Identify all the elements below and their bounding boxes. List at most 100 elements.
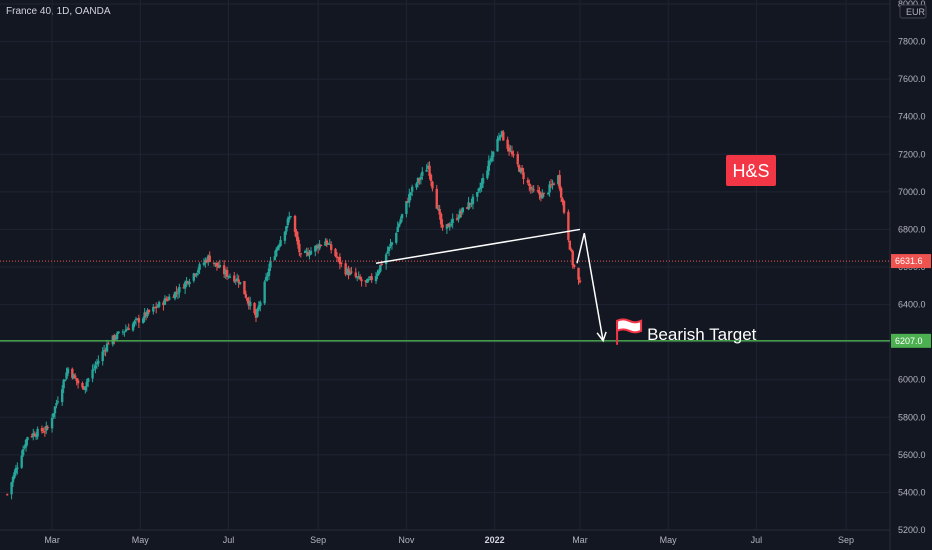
candle-body [441,224,444,228]
candle-body [42,431,45,433]
candle-body [16,467,19,470]
x-tick-label: 2022 [485,535,505,545]
candle-body [528,183,531,187]
x-tick-label: Jul [223,535,235,545]
candle-body [124,329,128,332]
candle-body [455,218,459,220]
candle-body [111,335,115,345]
candle-body [153,307,156,309]
candle-body [309,250,313,255]
candle-body [66,368,70,374]
candle-body [205,259,209,263]
candle-body [467,202,470,210]
candle-body [224,270,227,275]
candle-body [308,254,311,256]
candle-body [182,287,185,289]
candle-body [344,263,347,275]
projection-arrow [576,233,604,341]
candle-body [570,249,573,251]
candle-body [82,386,86,390]
candle-body [557,175,560,185]
candle-body [40,428,44,432]
candle-body [502,131,505,141]
candle-body [154,306,158,309]
candle-body [11,476,15,483]
y-tick-label: 5400.0 [898,487,926,497]
candle-body [559,187,563,198]
candle-body [477,188,480,192]
candle-body [254,312,258,318]
candle-body [481,177,485,184]
chart-title: France 40, 1D, OANDA [6,6,111,17]
candle-body [115,333,119,339]
candle-body [165,299,168,301]
x-tick-label: Sep [838,535,854,545]
candle-body [146,310,149,317]
candle-body [552,183,556,185]
candle-body [542,192,545,194]
candle-body [253,302,256,314]
candle-body [275,249,278,257]
candle-body [137,318,141,323]
candle-body [143,312,146,319]
candle-body [522,172,525,180]
candle-body [121,331,125,333]
candle-body [62,380,65,389]
candle-body [102,349,106,352]
candle-body [370,276,373,281]
candle-body [204,259,207,263]
candle-body [518,165,521,172]
flag-icon-cloth [616,318,643,334]
candle-body [14,468,18,474]
candle-body [72,374,75,379]
candle-body [202,262,206,265]
candle-body [562,201,566,213]
target-price-tag [891,333,931,348]
candle-body [369,276,372,279]
candle-body [496,139,499,152]
candle-body [458,210,462,218]
candle-body [91,369,94,379]
candle-body [345,268,349,275]
candle-body [360,279,363,282]
candle-body [396,226,399,233]
currency-label: EUR [906,7,926,17]
candle-body [536,190,540,192]
candle-body [457,217,460,220]
candle-body [431,181,434,189]
candle-body [465,207,469,209]
candle-body [379,264,382,272]
arrow-head [596,331,607,343]
candle-body [520,167,524,172]
candle-body [447,223,450,228]
candle-body [448,226,451,228]
candle-body [74,375,77,378]
candle-body [366,278,369,283]
candle-body [377,270,381,275]
candle-body [406,201,410,203]
candle-body [247,300,250,306]
candle-body [316,245,320,249]
candle-body [126,328,129,331]
candle-body [489,160,492,162]
candle-body [399,219,402,224]
candle-body [450,223,453,226]
candle-body [561,198,564,203]
candle-body [507,147,511,152]
candle-body [237,279,240,283]
candle-body [288,216,291,220]
y-tick-label: 5600.0 [898,450,926,460]
candle-body [104,350,107,352]
candle-body [491,151,495,157]
candle-body [303,251,307,253]
candle-body [490,155,493,162]
candle-body [113,335,116,341]
y-tick-label: 6800.0 [898,224,926,234]
candle-body [34,436,38,438]
candle-body [439,213,443,225]
candle-body [176,293,180,295]
neckline [375,228,581,264]
candle-body [486,170,489,179]
candle-body [225,269,229,277]
